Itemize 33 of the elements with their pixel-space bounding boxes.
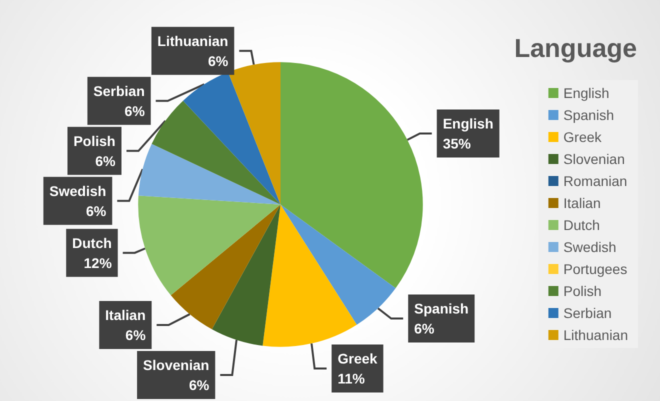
legend-label: Polish [563, 283, 602, 299]
chart-title: Language [514, 33, 638, 63]
legend-label: Greek [563, 129, 603, 145]
data-label: 11% [338, 370, 366, 386]
slice-label: Swedish [49, 182, 106, 199]
legend-label: Lithuanian [563, 327, 628, 343]
data-label: 35% [442, 136, 472, 152]
data-label: 6% [188, 376, 210, 393]
data-label: 6% [86, 202, 107, 219]
legend-label: Slovenian [563, 151, 625, 167]
slice-label: Polish [73, 132, 116, 149]
slice-label: Serbian [93, 82, 145, 99]
legend-label: Italian [563, 195, 601, 211]
slice-label: English [442, 116, 494, 132]
slice-label: Dutch [72, 234, 112, 251]
data-label: 6% [208, 52, 229, 69]
legend-label: Dutch [563, 217, 600, 233]
data-label: 6% [414, 320, 435, 336]
data-label: 12% [84, 254, 112, 271]
legend-label: English [563, 85, 610, 101]
data-label: 6% [95, 152, 116, 169]
data-label: 6% [124, 102, 146, 119]
legend-label: Portugees [563, 261, 628, 277]
legend-label: Romanian [563, 173, 628, 189]
legend-label: Swedish [563, 239, 616, 255]
legend-label: Serbian [563, 305, 612, 321]
data-label: 6% [125, 326, 146, 343]
slice-label: Lithuanian [157, 32, 228, 49]
slice-label: Italian [105, 306, 146, 323]
slice-label: Greek [338, 350, 378, 366]
slice-label: Spanish [414, 300, 469, 316]
slice-label: Slovenian [143, 356, 210, 373]
legend-label: Spanish [563, 107, 614, 123]
